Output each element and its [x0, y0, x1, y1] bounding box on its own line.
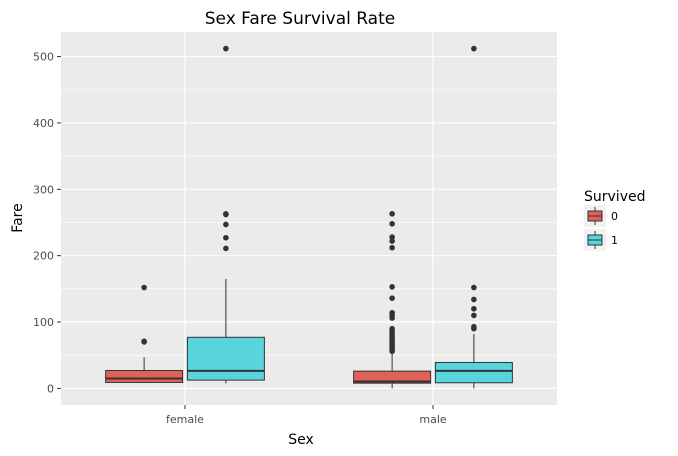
- outlier-point: [223, 45, 229, 52]
- box-body: [434, 362, 513, 384]
- y-axis-ticks: 0 100 200 300 400 500: [33, 51, 61, 395]
- outlier-point: [471, 305, 477, 312]
- legend-title: Survived: [584, 189, 645, 205]
- y-tick-label: 500: [33, 51, 54, 64]
- x-tick-label: male: [419, 413, 447, 426]
- legend-key-1: [584, 229, 606, 251]
- legend-label: 0: [611, 210, 618, 223]
- grid-lines: [61, 32, 557, 405]
- outlier-point: [471, 312, 477, 319]
- outlier-point: [389, 211, 395, 217]
- box-body: [353, 370, 432, 384]
- box-male-1: [434, 45, 513, 389]
- outlier-point: [389, 238, 395, 244]
- outlier-point: [471, 45, 477, 52]
- y-tick-label: 100: [33, 316, 54, 329]
- outlier-point: [223, 245, 229, 252]
- outlier-point: [389, 295, 395, 301]
- x-axis-title: Sex: [288, 432, 314, 448]
- outlier-point: [223, 234, 229, 241]
- box-male-0: [353, 211, 432, 389]
- outlier-point: [471, 284, 477, 291]
- outlier-point: [389, 325, 395, 332]
- boxes: [105, 45, 513, 389]
- outlier-point: [389, 221, 395, 227]
- y-tick-label: 200: [33, 250, 54, 263]
- box-female-0: [105, 284, 184, 384]
- box-female-1: [186, 45, 265, 384]
- plot-panel: [61, 32, 557, 405]
- y-tick-label: 0: [47, 382, 54, 395]
- outlier-point: [141, 338, 147, 345]
- legend: Survived 0 1: [584, 189, 645, 251]
- legend-key-0: [584, 205, 606, 227]
- outlier-point: [471, 296, 477, 303]
- outlier-point: [389, 309, 395, 316]
- outlier-point: [389, 234, 395, 240]
- x-axis-ticks: female male: [166, 405, 447, 426]
- y-axis-title: Fare: [10, 203, 26, 232]
- x-tick-label: female: [166, 413, 204, 426]
- outlier-point: [389, 284, 395, 290]
- outlier-point: [223, 221, 229, 228]
- y-tick-label: 300: [33, 183, 54, 196]
- chart-title: Sex Fare Survival Rate: [205, 9, 395, 29]
- legend-label: 1: [611, 234, 618, 247]
- outlier-point: [223, 211, 229, 217]
- outlier-point: [141, 284, 147, 291]
- box-body: [186, 336, 265, 381]
- outlier-point: [389, 244, 395, 251]
- y-tick-label: 400: [33, 117, 54, 130]
- outlier-point: [471, 323, 477, 330]
- box-body: [105, 369, 184, 383]
